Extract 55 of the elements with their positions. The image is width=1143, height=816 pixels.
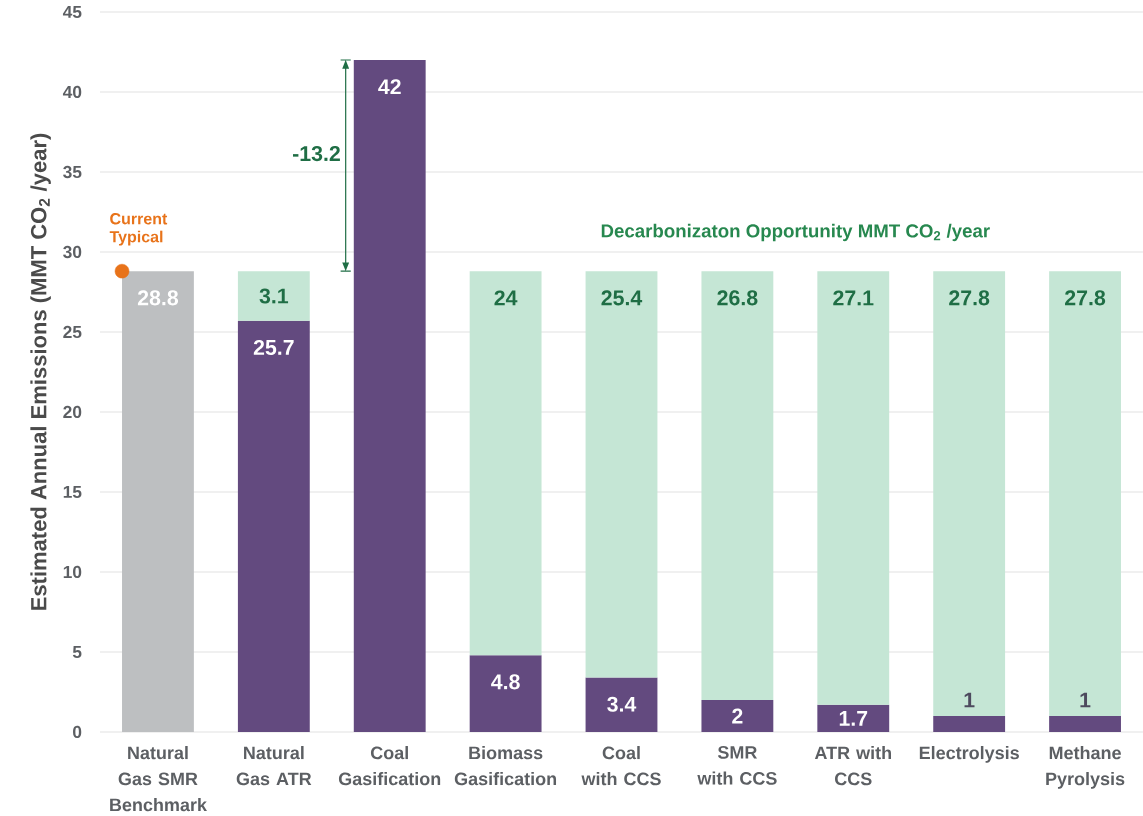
x-tick-label: Biomass Gasification: [454, 746, 557, 786]
y-tick-label: 25: [63, 325, 82, 339]
data-label: 4.8: [491, 674, 520, 690]
y-tick-label: 5: [72, 645, 82, 659]
data-label: 26.8: [717, 290, 758, 306]
x-tick-label: ATR with CCS: [814, 746, 891, 786]
y-tick-label: 15: [63, 485, 82, 499]
bar: [585, 271, 658, 678]
x-tick-label: Coal with CCS: [581, 746, 661, 786]
x-tick-label: Electrolysis: [919, 746, 1019, 763]
bar: [469, 655, 542, 732]
y-tick-label: 0: [73, 725, 82, 739]
x-tick-label: Coal Gasification: [338, 746, 441, 786]
y-tick-label: 30: [63, 245, 82, 259]
bar: [585, 677, 658, 732]
bar: [701, 699, 774, 732]
data-label: 2: [732, 708, 743, 724]
y-tick-label: 40: [62, 85, 82, 99]
x-tick-label: Natural Gas SMR Benchmark: [110, 746, 207, 812]
bar: [933, 271, 1006, 716]
data-label: 1: [1080, 692, 1091, 708]
data-label: 28.8: [137, 290, 179, 306]
bar: [1049, 715, 1121, 732]
data-label: 1: [964, 692, 975, 708]
x-tick-label: Natural Gas ATR: [236, 746, 312, 786]
data-label: 27.1: [833, 290, 874, 306]
data-label: 27.8: [949, 290, 990, 306]
y-tick-label: 45: [62, 5, 82, 19]
bar: [701, 271, 774, 700]
y-tick-label: 10: [63, 565, 82, 579]
data-label: 24: [494, 290, 518, 306]
data-label: 27.8: [1065, 290, 1106, 306]
bar: [817, 704, 890, 732]
bar: [469, 271, 542, 656]
bar: [353, 59, 426, 732]
series-label: Current Typical: [109, 213, 168, 246]
bar: [237, 271, 310, 321]
data-label: 3.1: [259, 288, 289, 304]
series-label: Decarbonizaton Opportunity MMT CO$_{2}$ /year: [601, 223, 990, 242]
data-label: 42: [378, 79, 401, 95]
bar: [933, 715, 1006, 732]
bar: [817, 271, 890, 705]
annotation: -13.2: [293, 146, 340, 162]
data-label: 25.4: [601, 290, 643, 306]
y-tick-label: 20: [63, 405, 82, 419]
bar: [237, 320, 310, 732]
bar: [1049, 271, 1121, 716]
x-tick-label: Methane Pyrolysis: [1046, 746, 1125, 789]
y-axis-title: Estimated Annual Emissions (MMT CO$_{2}$ /year): [30, 133, 51, 610]
bar: [122, 271, 194, 732]
data-label: 1.7: [839, 711, 868, 726]
data-label: 25.7: [253, 339, 294, 356]
y-tick-label: 35: [63, 165, 82, 179]
x-tick-label: SMR with CCS: [697, 746, 777, 785]
data-label: 3.4: [607, 696, 637, 712]
